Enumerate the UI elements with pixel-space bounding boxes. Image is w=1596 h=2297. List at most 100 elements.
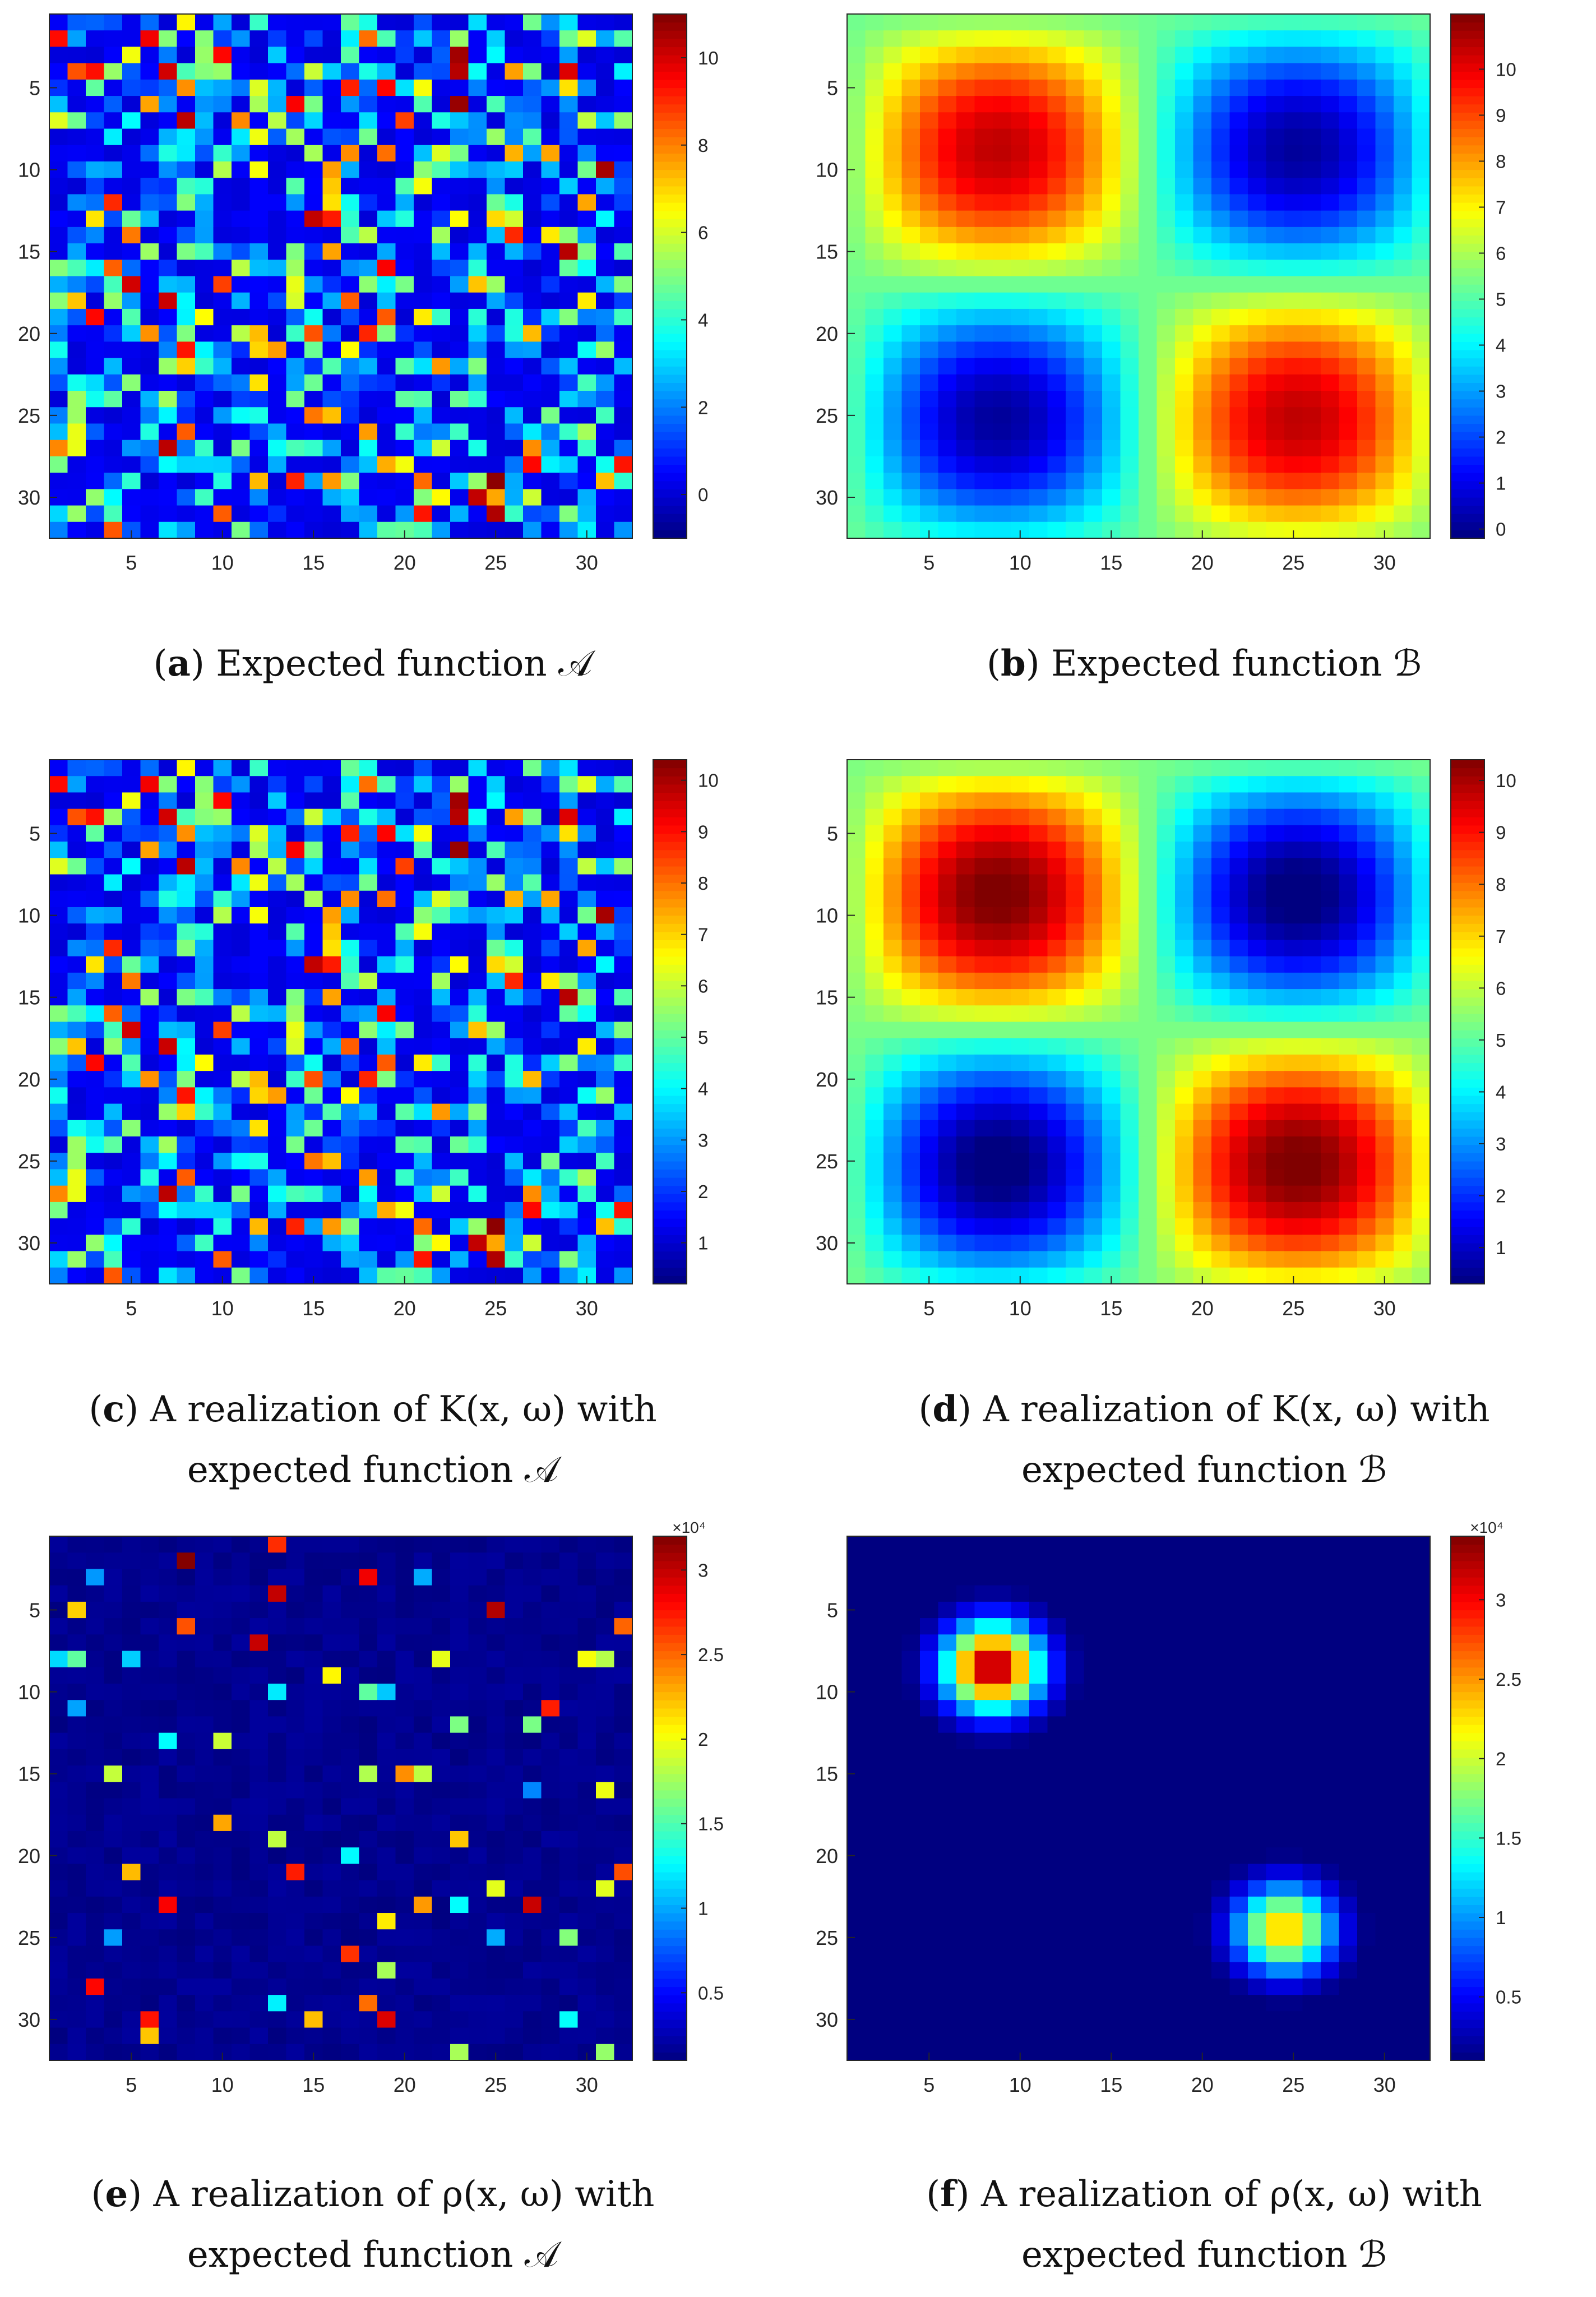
heatmap-cell [432, 227, 451, 244]
colorbar-step [1451, 514, 1484, 523]
heatmap-cell [1102, 1185, 1121, 1203]
heatmap-cell [468, 505, 487, 523]
heatmap-cell [1248, 972, 1267, 990]
heatmap-cell [487, 1601, 506, 1619]
heatmap-cell [67, 145, 86, 162]
heatmap-cell [559, 1136, 579, 1153]
heatmap-cell [86, 358, 105, 375]
heatmap-cell [1156, 292, 1176, 309]
heatmap-cell [213, 243, 232, 260]
heatmap-cell [1211, 825, 1230, 842]
heatmap-cell [1321, 1022, 1340, 1039]
heatmap-cell [938, 521, 957, 539]
heatmap-cell [67, 923, 86, 941]
heatmap-cell [487, 760, 506, 777]
heatmap-cell [1175, 1120, 1194, 1137]
heatmap-cell [1394, 940, 1413, 957]
heatmap-cell [286, 825, 305, 842]
heatmap-cell [1084, 243, 1103, 260]
heatmap-cell [377, 1185, 396, 1203]
heatmap-cell [614, 1054, 633, 1071]
heatmap-cell [577, 14, 596, 31]
heatmap-cell [377, 1634, 396, 1652]
heatmap-cell [1139, 473, 1158, 489]
heatmap-cell [1394, 1136, 1413, 1153]
heatmap-cell [847, 956, 866, 973]
heatmap-cell [1120, 858, 1139, 875]
heatmap-cell [304, 842, 323, 858]
heatmap-cell [883, 1022, 903, 1039]
heatmap-cell [1029, 808, 1048, 826]
heatmap-cell [140, 30, 159, 48]
heatmap-cell [286, 243, 305, 260]
colorbar-step [653, 30, 687, 39]
heatmap-cell [1084, 1251, 1103, 1268]
heatmap-cell [268, 1022, 287, 1039]
heatmap-cell [159, 63, 178, 80]
heatmap-cell [1357, 1038, 1376, 1055]
heatmap-cell [468, 325, 487, 342]
heatmap-cell [1302, 456, 1321, 473]
heatmap-cell [159, 178, 178, 195]
heatmap-cell [1302, 890, 1321, 908]
heatmap-cell [1211, 292, 1230, 309]
heatmap-cell [67, 14, 86, 31]
heatmap-cell [883, 1103, 903, 1121]
heatmap-cell [1120, 30, 1139, 48]
heatmap-cell [286, 210, 305, 228]
heatmap-cell [177, 1536, 196, 1553]
heatmap-cell [1302, 243, 1321, 260]
heatmap-cell [847, 1087, 866, 1104]
heatmap-cell [865, 792, 884, 810]
heatmap-cell [432, 1169, 451, 1186]
heatmap-cell [505, 1169, 524, 1186]
heatmap-cell [341, 210, 360, 228]
heatmap-cell [86, 96, 105, 113]
heatmap-cell [974, 989, 993, 1006]
heatmap-cell [159, 210, 178, 228]
heatmap-cell [67, 1585, 86, 1602]
heatmap-cell [122, 1651, 141, 1668]
heatmap-cell [249, 407, 269, 424]
colorbar-step [653, 153, 687, 162]
heatmap-cell [1175, 858, 1194, 875]
heatmap-cell [377, 276, 396, 293]
heatmap-cell [1394, 489, 1413, 506]
heatmap-cell [1029, 358, 1048, 375]
heatmap-cell [1139, 1153, 1158, 1170]
heatmap-cell [122, 1732, 141, 1750]
heatmap-cell [1302, 178, 1321, 195]
heatmap-cell [468, 1536, 487, 1553]
heatmap-cell [596, 423, 615, 441]
heatmap-cell [1229, 1103, 1248, 1121]
heatmap-cell [414, 1235, 433, 1252]
heatmap-cell [122, 1201, 141, 1219]
heatmap-cell [414, 194, 433, 211]
heatmap-cell [122, 1038, 141, 1055]
heatmap-cell [883, 776, 903, 793]
colorbar-step [1451, 169, 1484, 178]
heatmap-cell [140, 161, 159, 178]
heatmap-cell [1284, 358, 1303, 375]
heatmap-cell [1302, 79, 1321, 96]
heatmap-cell [432, 243, 451, 260]
heatmap-cell [1211, 1185, 1230, 1203]
heatmap-cell [1321, 940, 1340, 957]
heatmap-cell [1193, 243, 1212, 260]
heatmap-cell [1394, 1038, 1413, 1055]
heatmap-cell [1357, 1087, 1376, 1104]
heatmap-cell [1394, 79, 1413, 96]
heatmap-cell [1248, 1153, 1267, 1170]
heatmap-cell [1156, 79, 1176, 96]
heatmap-cell [1375, 1005, 1394, 1023]
heatmap-cell [1066, 808, 1085, 826]
heatmap-cell [938, 423, 957, 441]
heatmap-cell [1229, 292, 1248, 309]
heatmap-cell [1211, 1120, 1230, 1137]
heatmap-cell [468, 874, 487, 891]
heatmap-cell [596, 1038, 615, 1055]
colorbar-tick-label: 8 [698, 136, 708, 156]
heatmap-cell [577, 47, 596, 64]
heatmap-cell [377, 1700, 396, 1717]
heatmap-cell [1229, 423, 1248, 441]
